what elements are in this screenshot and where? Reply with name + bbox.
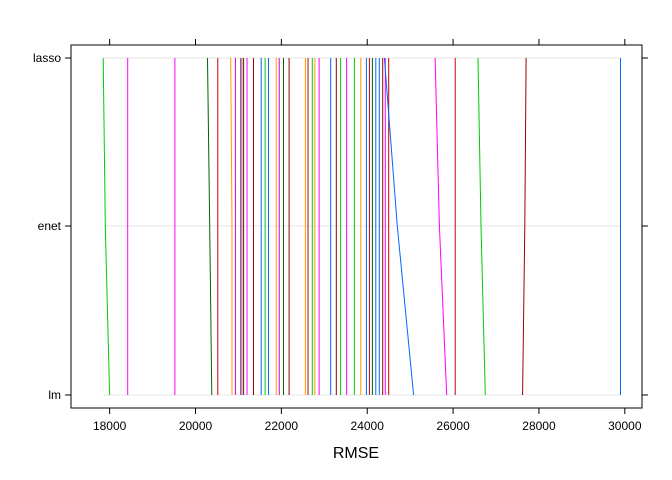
series-lines [102, 57, 621, 396]
series-line-6 [230, 57, 233, 395]
x-tick-label: 30000 [608, 419, 642, 433]
x-tick-label: 22000 [265, 419, 299, 433]
series-line-43 [522, 57, 527, 396]
x-tick-label: 20000 [179, 419, 213, 433]
x-tick-label: 26000 [436, 419, 470, 433]
x-tick-label: 24000 [351, 419, 385, 433]
series-line-39 [383, 57, 415, 396]
y-category-label-enet: enet [38, 219, 62, 233]
x-tick-label: 28000 [522, 419, 556, 433]
series-line-42 [477, 57, 486, 396]
grid-lines [103, 57, 621, 396]
y-category-label-lm: lm [48, 388, 61, 402]
y-category-label-lasso: lasso [33, 51, 61, 65]
x-tick-labels: 18000 20000 22000 24000 26000 28000 30000 [93, 419, 642, 433]
series-line-4 [207, 57, 213, 396]
y-category-labels: lm enet lasso [33, 51, 62, 402]
x-tick-label: 18000 [93, 419, 127, 433]
series-line-40 [434, 57, 448, 396]
x-axis-ticks [65, 39, 648, 414]
x-axis-title: RMSE [333, 445, 379, 462]
series-line-1 [102, 57, 111, 396]
